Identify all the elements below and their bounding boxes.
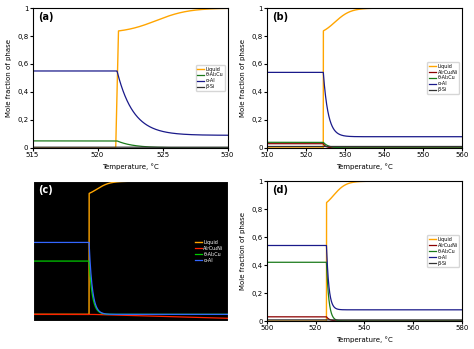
Y-axis label: Mole fraction of phase: Mole fraction of phase: [240, 39, 246, 117]
Legend: Liquid, Al₇Cu₄Ni, θ-Al₂Cu, α-Al: Liquid, Al₇Cu₄Ni, θ-Al₂Cu, α-Al: [193, 238, 225, 264]
Legend: Liquid, Al₇Cu₄Ni, θ-Al₂Cu, α-Al, β-Si: Liquid, Al₇Cu₄Ni, θ-Al₂Cu, α-Al, β-Si: [428, 235, 459, 267]
Legend: Liquid, θ-Al₂Cu, α-Al, β-Si: Liquid, θ-Al₂Cu, α-Al, β-Si: [196, 65, 225, 91]
Y-axis label: Mole fraction of phase: Mole fraction of phase: [6, 39, 11, 117]
Text: (a): (a): [38, 12, 54, 22]
Legend: Liquid, Al₇Cu₄Ni, θ-Al₂Cu, α-Al, β-Si: Liquid, Al₇Cu₄Ni, θ-Al₂Cu, α-Al, β-Si: [428, 62, 459, 94]
Text: (c): (c): [38, 185, 53, 195]
X-axis label: Temperature, °C: Temperature, °C: [336, 337, 392, 343]
X-axis label: Temperature, °C: Temperature, °C: [336, 164, 392, 170]
Y-axis label: Mole fraction of phase: Mole fraction of phase: [240, 212, 246, 290]
Text: (b): (b): [273, 12, 289, 22]
Text: (d): (d): [273, 185, 289, 195]
X-axis label: Temperature, °C: Temperature, °C: [101, 164, 158, 170]
